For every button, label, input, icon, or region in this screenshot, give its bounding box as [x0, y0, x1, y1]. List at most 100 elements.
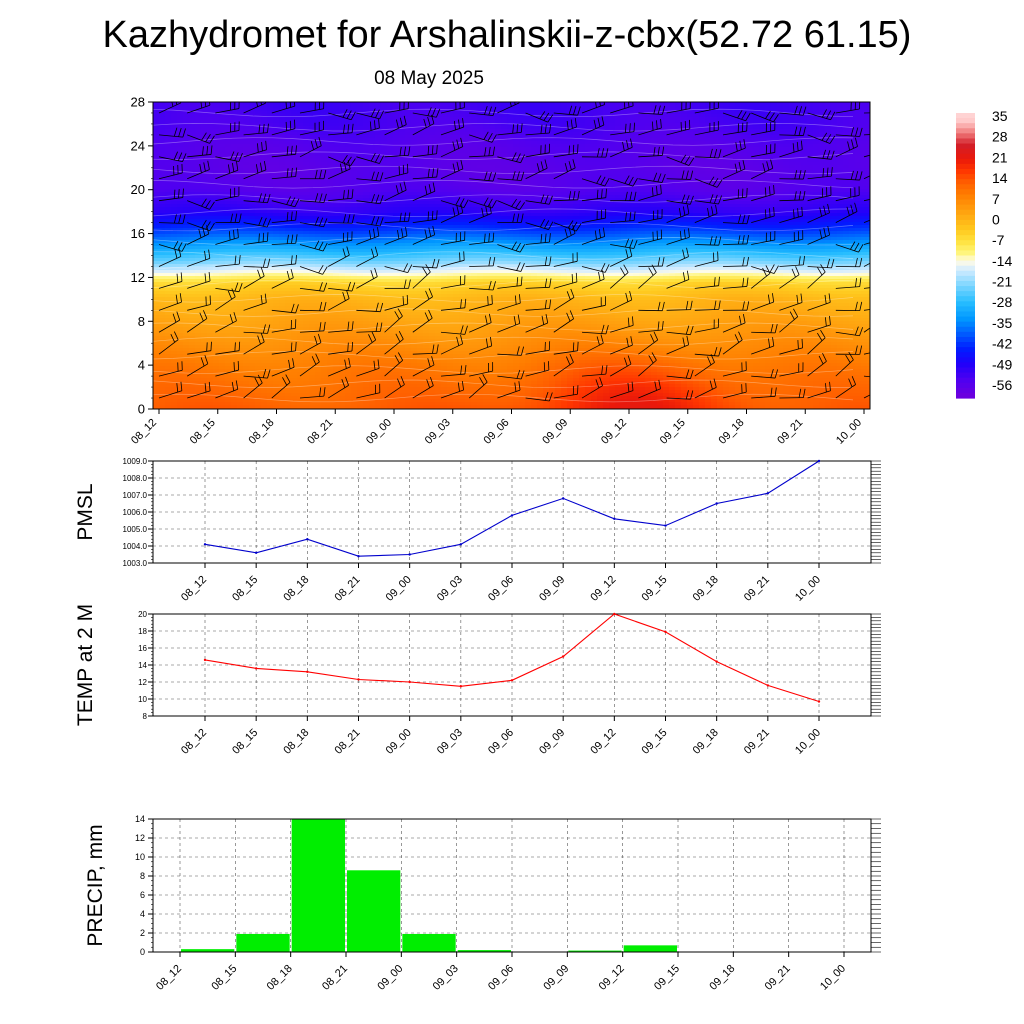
heatmap-cell	[345, 171, 352, 175]
heatmap-cell	[267, 129, 274, 133]
heatmap-cell	[267, 339, 274, 343]
heatmap-cell	[237, 105, 244, 109]
heatmap-cell	[315, 375, 322, 379]
heatmap-cell	[159, 165, 166, 169]
heatmap-cell	[213, 159, 220, 163]
heatmap-cell	[159, 282, 166, 286]
heatmap-cell	[315, 192, 322, 196]
heatmap-cell	[339, 321, 346, 325]
heatmap-cell	[195, 231, 202, 235]
heatmap-cell	[339, 159, 346, 163]
heatmap-cell	[213, 237, 220, 241]
heatmap-cell	[345, 300, 352, 304]
heatmap-cell	[183, 141, 190, 145]
heatmap-cell	[357, 117, 364, 121]
heatmap-cell	[309, 111, 316, 115]
heatmap-cell	[219, 273, 226, 277]
heatmap-cell	[219, 345, 226, 349]
heatmap-cell	[273, 129, 280, 133]
heatmap-cell	[297, 321, 304, 325]
heatmap-cell	[225, 111, 232, 115]
heatmap-cell	[171, 321, 178, 325]
heatmap-cell	[177, 147, 184, 151]
heatmap-cell	[267, 375, 274, 379]
heatmap-cell	[351, 102, 358, 106]
heatmap-cell	[315, 396, 322, 400]
heatmap-cell	[255, 144, 262, 148]
heatmap-cell	[219, 297, 226, 301]
heatmap-cell	[207, 186, 214, 190]
heatmap-cell	[153, 120, 160, 124]
heatmap-cell	[201, 285, 208, 289]
heatmap-cell	[321, 183, 328, 187]
heatmap-cell	[183, 162, 190, 166]
heatmap-cell	[291, 306, 298, 310]
heatmap-cell	[159, 345, 166, 349]
heatmap-cell	[225, 150, 232, 154]
heatmap-cell	[351, 342, 358, 346]
heatmap-cell	[285, 282, 292, 286]
heatmap-cell	[237, 375, 244, 379]
heatmap-cell	[309, 366, 316, 370]
heatmap-cell	[237, 228, 244, 232]
heatmap-cell	[351, 252, 358, 256]
heatmap-cell	[351, 255, 358, 259]
heatmap-cell	[159, 117, 166, 121]
heatmap-cell	[297, 285, 304, 289]
heatmap-cell	[225, 159, 232, 163]
heatmap-cell	[219, 261, 226, 265]
heatmap-cell	[213, 399, 220, 403]
heatmap-cell	[213, 354, 220, 358]
heatmap-cell	[165, 312, 172, 316]
heatmap-cell	[195, 120, 202, 124]
heatmap-cell	[291, 123, 298, 127]
heatmap-cell	[171, 249, 178, 253]
heatmap-cell	[273, 228, 280, 232]
heatmap-cell	[165, 285, 172, 289]
heatmap-cell	[273, 258, 280, 262]
heatmap-cell	[327, 384, 334, 388]
heatmap-cell	[315, 297, 322, 301]
heatmap-cell	[153, 360, 160, 364]
heatmap-cell	[213, 249, 220, 253]
heatmap-cell	[339, 129, 346, 133]
heatmap-cell	[327, 390, 334, 394]
heatmap-cell	[327, 354, 334, 358]
heatmap-cell	[177, 354, 184, 358]
heatmap-cell	[207, 399, 214, 403]
heatmap-cell	[303, 321, 310, 325]
heatmap-cell	[177, 333, 184, 337]
heatmap-cell	[177, 228, 184, 232]
heatmap-cell	[321, 285, 328, 289]
heatmap-cell	[339, 138, 346, 142]
heatmap-cell	[189, 318, 196, 322]
heatmap-cell	[177, 126, 184, 130]
heatmap-cell	[285, 102, 292, 106]
heatmap-cell	[183, 192, 190, 196]
heatmap-cell	[351, 387, 358, 391]
heatmap-cell	[243, 186, 250, 190]
heatmap-cell	[315, 267, 322, 271]
heatmap-cell	[321, 168, 328, 172]
heatmap-cell	[165, 177, 172, 181]
heatmap-cell	[201, 189, 208, 193]
heatmap-cell	[159, 129, 166, 133]
heatmap-cell	[315, 351, 322, 355]
heatmap-cell	[255, 216, 262, 220]
heatmap-cell	[333, 306, 340, 310]
heatmap-cell	[207, 378, 214, 382]
heatmap-cell	[255, 303, 262, 307]
heatmap-cell	[183, 336, 190, 340]
heatmap-cell	[249, 273, 256, 277]
heatmap-cell	[279, 171, 286, 175]
heatmap-cell	[297, 279, 304, 283]
heatmap-cell	[333, 405, 340, 409]
heatmap-cell	[297, 393, 304, 397]
heatmap-cell	[351, 243, 358, 247]
heatmap-cell	[321, 120, 328, 124]
heatmap-cell	[255, 162, 262, 166]
heatmap-cell	[261, 357, 268, 361]
heatmap-cell	[279, 111, 286, 115]
heatmap-cell	[201, 210, 208, 214]
heatmap-cell	[237, 264, 244, 268]
